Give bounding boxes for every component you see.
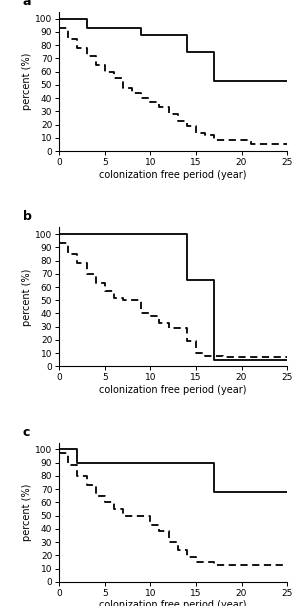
Text: c: c	[23, 425, 30, 439]
X-axis label: colonization free period (year): colonization free period (year)	[99, 601, 247, 606]
Y-axis label: percent (%): percent (%)	[22, 268, 32, 325]
Text: b: b	[23, 210, 32, 223]
Text: a: a	[23, 0, 31, 8]
Y-axis label: percent (%): percent (%)	[22, 484, 32, 541]
X-axis label: colonization free period (year): colonization free period (year)	[99, 170, 247, 180]
X-axis label: colonization free period (year): colonization free period (year)	[99, 385, 247, 395]
Y-axis label: percent (%): percent (%)	[22, 53, 32, 110]
